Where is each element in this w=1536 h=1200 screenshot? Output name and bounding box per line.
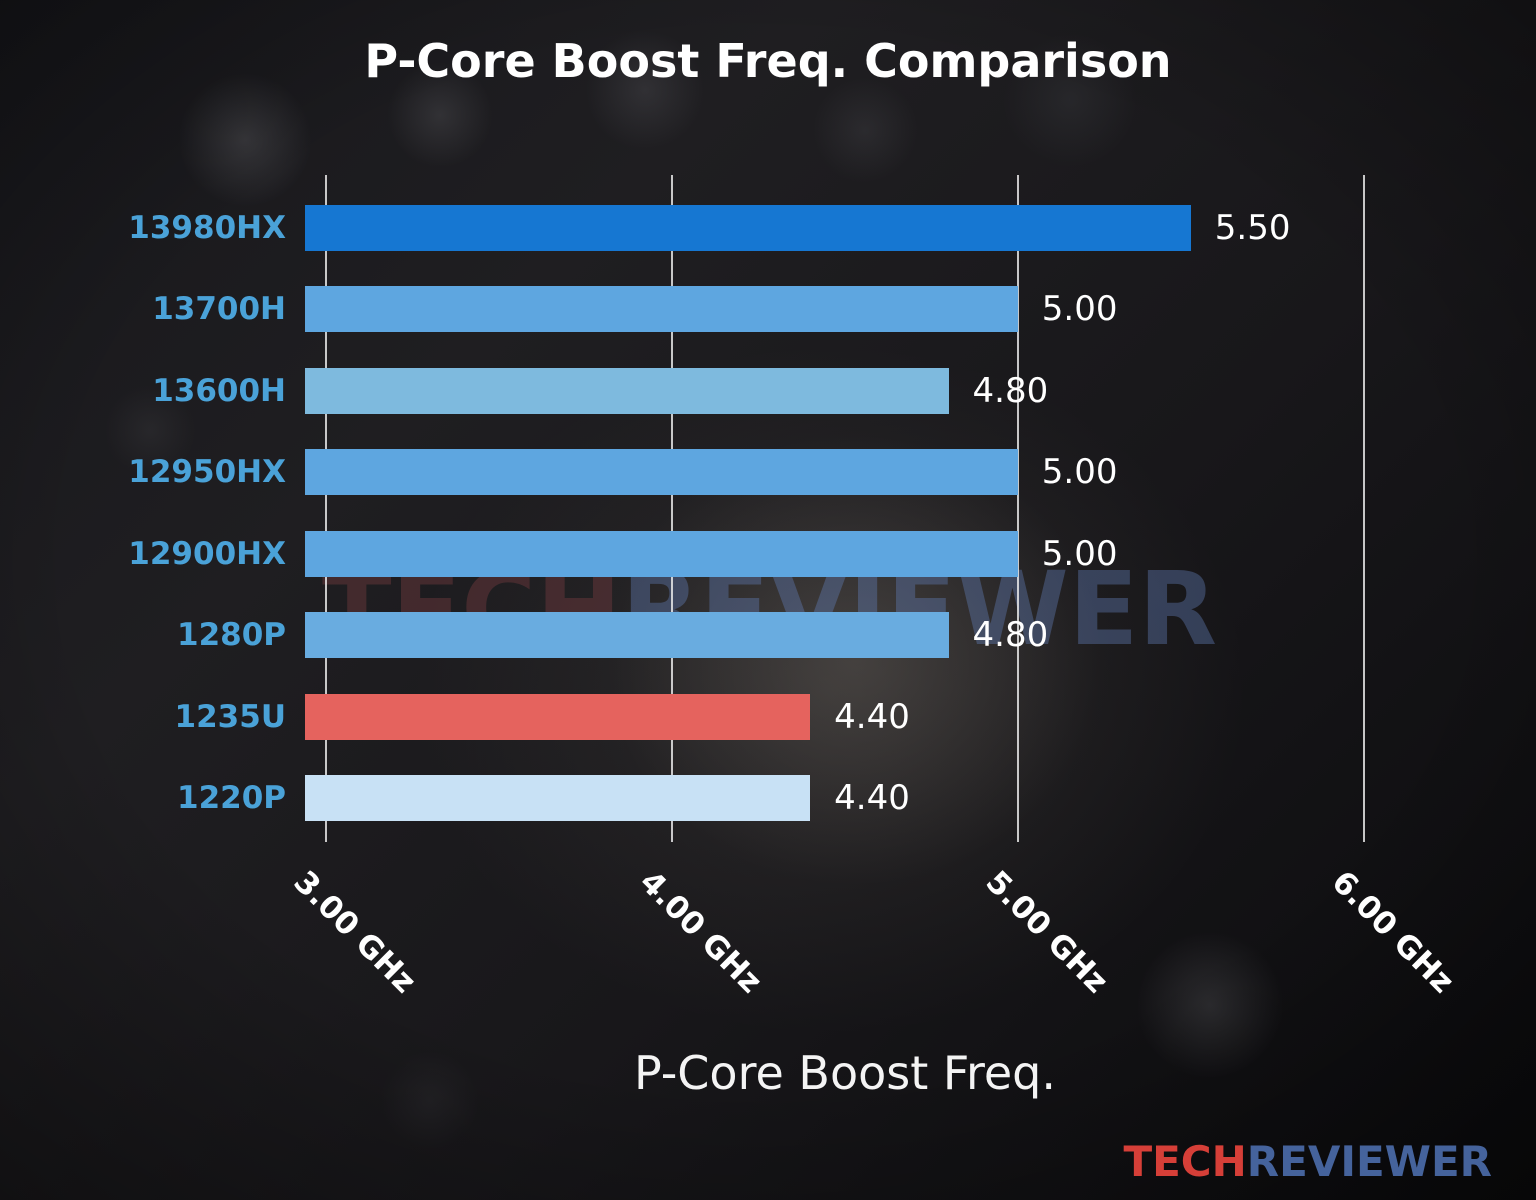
value-label: 5.00 xyxy=(1041,289,1118,330)
value-label: 4.40 xyxy=(834,778,910,819)
category-label: 13700H xyxy=(152,291,286,328)
category-label: 1235U xyxy=(174,698,286,735)
x-tick-label: 5.00 GHz xyxy=(978,864,1115,1001)
x-tick-label: 4.00 GHz xyxy=(632,864,769,1001)
bar-1280p xyxy=(305,612,949,659)
value-label: 4.80 xyxy=(972,370,1049,411)
category-label: 13600H xyxy=(152,372,286,409)
category-label: 12950HX xyxy=(128,454,286,491)
x-tick-label: 6.00 GHz xyxy=(1324,864,1461,1001)
value-label: 5.00 xyxy=(1041,533,1118,574)
bar-13700h xyxy=(305,286,1018,333)
x-tick-label: 3.00 GHz xyxy=(286,864,423,1001)
brand-logo: TECHREVIEWER xyxy=(1123,1138,1492,1186)
brand-reviewer: REVIEWER xyxy=(1246,1137,1492,1186)
category-label: 13980HX xyxy=(128,209,286,246)
bar-12900hx xyxy=(305,530,1018,577)
category-label: 1280P xyxy=(177,617,286,654)
gridline xyxy=(324,175,327,842)
value-label: 4.40 xyxy=(834,696,910,737)
bar-12950hx xyxy=(305,449,1018,496)
brand-tech: TECH xyxy=(1123,1137,1247,1186)
bar-13980hx xyxy=(305,204,1191,251)
bar-1220p xyxy=(305,775,811,822)
value-label: 5.50 xyxy=(1214,207,1291,248)
bar-1235u xyxy=(305,693,811,740)
gridline xyxy=(670,175,673,842)
chart-title: P-Core Boost Freq. Comparison xyxy=(364,34,1172,88)
x-axis-title: P-Core Boost Freq. xyxy=(633,1046,1057,1100)
value-label: 4.80 xyxy=(972,615,1049,656)
value-label: 5.00 xyxy=(1041,452,1118,493)
gridline xyxy=(1016,175,1019,842)
gridline xyxy=(1362,175,1365,842)
category-label: 1220P xyxy=(177,780,286,817)
bar-13600h xyxy=(305,367,949,414)
category-label: 12900HX xyxy=(128,535,286,572)
